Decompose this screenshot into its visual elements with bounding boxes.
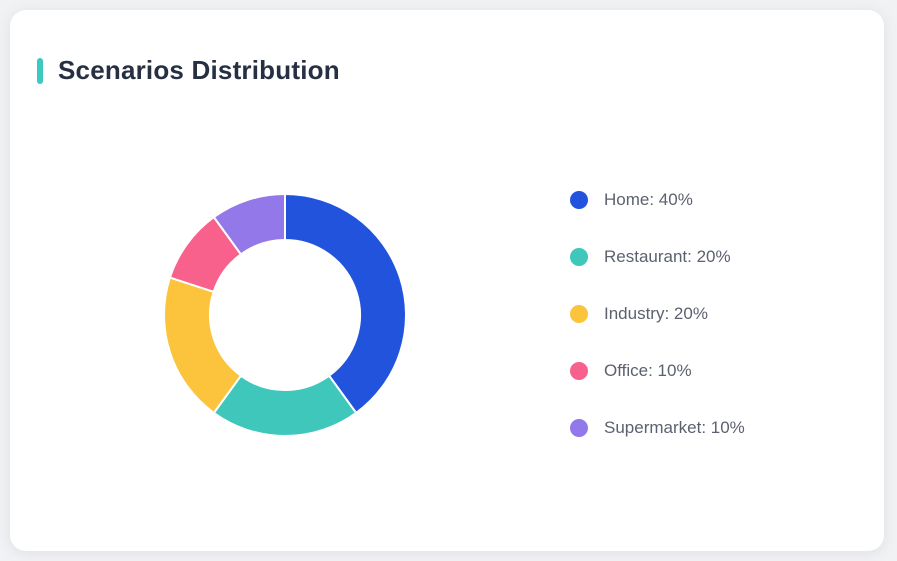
pie-slice-supermarket[interactable]	[212, 193, 286, 256]
legend-dot-home	[570, 191, 588, 209]
card-header: Scenarios Distribution	[37, 55, 340, 86]
legend-item-office[interactable]: Office: 10%	[570, 359, 745, 383]
legend-label: Office: 10%	[604, 361, 692, 380]
pie-slice-home[interactable]	[284, 193, 407, 414]
legend-item-home[interactable]: Home: 40%	[570, 188, 745, 212]
legend-dot-restaurant	[570, 248, 588, 266]
legend-dot-supermarket	[570, 419, 588, 437]
legend-label: Home: 40%	[604, 190, 693, 209]
legend-label: Restaurant: 20%	[604, 247, 731, 266]
donut-chart	[162, 192, 408, 438]
title-accent-bar	[37, 57, 43, 84]
legend-dot-office	[570, 362, 588, 380]
legend-label: Supermarket: 10%	[604, 418, 745, 437]
card-title: Scenarios Distribution	[58, 55, 340, 85]
legend-item-restaurant[interactable]: Restaurant: 20%	[570, 245, 745, 269]
scenarios-card: Scenarios Distribution Home: 40% Restaura…	[10, 10, 884, 551]
legend-label: Industry: 20%	[604, 304, 708, 323]
pie-slice-industry[interactable]	[163, 276, 242, 414]
legend-dot-industry	[570, 305, 588, 323]
chart-legend: Home: 40% Restaurant: 20% Industry: 20% Off…	[570, 188, 745, 440]
legend-item-industry[interactable]: Industry: 20%	[570, 302, 745, 326]
legend-item-supermarket[interactable]: Supermarket: 10%	[570, 416, 745, 440]
